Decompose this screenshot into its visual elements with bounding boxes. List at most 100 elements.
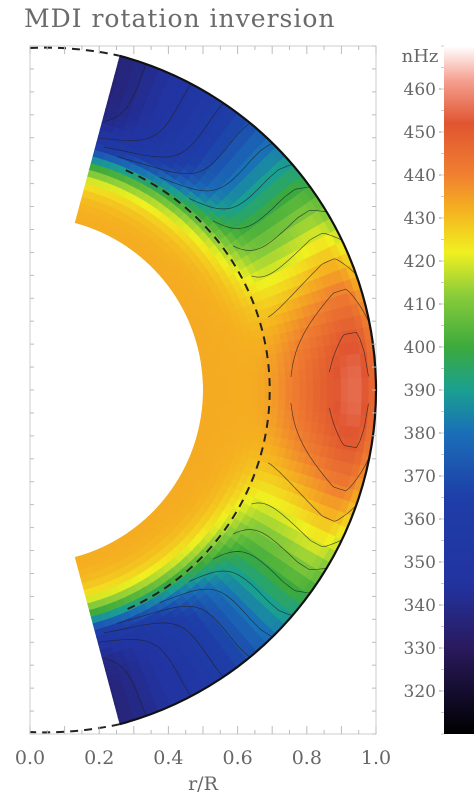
- x-tick-label: 0.6: [222, 747, 252, 769]
- heatmap-cell: [283, 360, 293, 372]
- contour-line: [97, 83, 192, 141]
- heatmap-cell: [299, 389, 308, 401]
- heatmap-cell: [222, 374, 231, 384]
- heatmap-cell: [297, 409, 307, 422]
- heatmap-cell: [235, 365, 245, 376]
- heatmap-cell: [263, 407, 272, 418]
- heatmap-cell: [319, 389, 329, 402]
- heatmap-cell: [353, 364, 363, 379]
- heatmap-cell: [299, 379, 308, 391]
- heatmap-cell: [340, 377, 349, 391]
- contour-line: [290, 288, 370, 378]
- heatmap-cell: [250, 381, 259, 391]
- heatmap-cell: [270, 407, 279, 419]
- contour-line: [116, 122, 251, 175]
- heatmap-cell: [304, 410, 314, 423]
- heatmap-cell: [202, 382, 211, 391]
- heatmap-cell: [85, 147, 97, 157]
- heatmap-cell: [243, 373, 252, 383]
- heatmap-cell: [215, 367, 224, 377]
- heatmap-cell: [202, 389, 211, 398]
- heatmap-cell: [271, 371, 280, 382]
- contour-line: [103, 63, 147, 123]
- heatmap-cell: [278, 380, 287, 391]
- heatmap-cell: [105, 709, 121, 721]
- heatmap-cell: [271, 380, 280, 391]
- heatmap-cell: [306, 378, 315, 391]
- heatmap-cell: [313, 378, 322, 391]
- heatmap-cell: [97, 93, 112, 104]
- heatmap-cell: [257, 380, 266, 391]
- contour-line: [159, 142, 273, 192]
- x-tick-label: 0.8: [292, 747, 322, 769]
- heatmap-cell: [270, 361, 279, 373]
- heatmap-cell: [223, 389, 232, 398]
- heatmap-cell: [94, 106, 108, 117]
- contour-line: [233, 529, 327, 571]
- colorbar-tick-label: 380: [404, 424, 436, 444]
- heatmap-cell: [304, 357, 314, 370]
- heatmap-cell: [104, 703, 119, 714]
- chart-title: MDI rotation inversion: [24, 4, 336, 33]
- contour-line: [97, 639, 192, 697]
- heatmap-cell: [257, 372, 266, 382]
- heatmap-cell: [223, 382, 232, 391]
- contour-line: [268, 462, 357, 522]
- polar-dashed-arc-bottom: [29, 723, 120, 734]
- heatmap-cell: [202, 376, 211, 385]
- colorbar-tick-label: 330: [404, 639, 436, 659]
- contour-line: [212, 186, 311, 229]
- heatmap-cell: [209, 382, 218, 391]
- heatmap-cell: [99, 683, 114, 694]
- heatmap-cell: [208, 402, 217, 412]
- heatmap-cell: [257, 398, 266, 408]
- heatmap-cell: [99, 86, 114, 97]
- heatmap-cell: [256, 363, 266, 374]
- heatmap-cell: [298, 399, 308, 412]
- contour-line: [268, 258, 357, 318]
- heatmap-cell: [278, 389, 287, 400]
- heatmap-cell: [102, 696, 117, 707]
- heatmap-cell: [249, 364, 259, 374]
- heatmap-cell: [353, 401, 363, 416]
- polar-dashed-arc-top: [29, 46, 120, 57]
- heatmap-cell: [86, 140, 99, 151]
- heatmap-cell: [235, 404, 245, 415]
- heatmap-cell: [340, 365, 349, 379]
- heatmap-cell: [291, 399, 301, 411]
- heatmap-cell: [347, 389, 356, 403]
- heatmap-cell: [326, 378, 335, 391]
- heatmap-cell: [285, 379, 294, 391]
- heatmap-cell: [305, 399, 314, 412]
- heatmap-cell: [305, 368, 314, 381]
- colorbar-tick-label: 460: [404, 80, 436, 100]
- heatmap-cell: [105, 59, 121, 71]
- contour-line: [103, 622, 224, 678]
- heatmap-cell: [354, 377, 363, 391]
- heatmap-cell: [326, 400, 335, 414]
- colorbar-tick-label: 450: [404, 123, 436, 143]
- heatmap-cell: [346, 365, 356, 379]
- colorbar-tick-label: 320: [404, 682, 436, 702]
- heatmap-cell: [242, 364, 252, 375]
- x-axis-label: r/R: [188, 773, 218, 795]
- colorbar-tick-label: 420: [404, 252, 436, 272]
- contour-line: [159, 588, 273, 638]
- heatmap-cell: [208, 396, 218, 405]
- heatmap-cell: [208, 368, 217, 378]
- contour-line: [189, 570, 293, 617]
- heatmap-cell: [74, 194, 84, 204]
- heatmap-cell: [285, 389, 294, 401]
- colorbar-tick-label: 430: [404, 209, 436, 229]
- heatmap-cell: [215, 396, 225, 405]
- rotation-heatmap: [74, 55, 377, 725]
- heatmap-cell: [222, 403, 231, 413]
- heatmap-cell: [312, 367, 321, 380]
- heatmap-cell: [271, 398, 280, 409]
- colorbar-tick-label: 350: [404, 553, 436, 573]
- heatmap-cell: [347, 377, 356, 391]
- heatmap-cell: [250, 372, 259, 383]
- heatmap-cell: [101, 79, 116, 91]
- heatmap-cell: [209, 389, 218, 398]
